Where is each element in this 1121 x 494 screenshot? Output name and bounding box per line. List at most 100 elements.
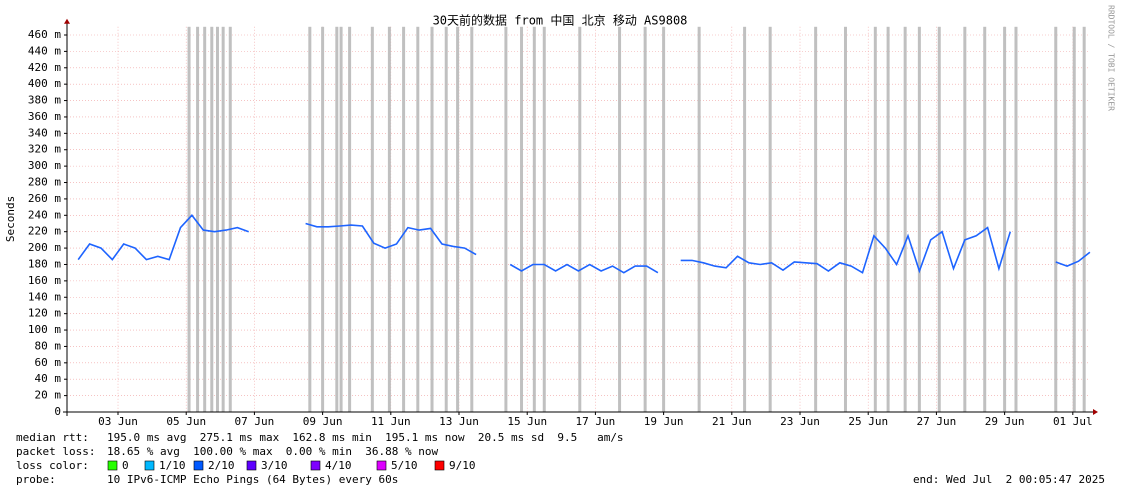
stat-label: median rtt: <box>16 431 89 444</box>
legend-label: 1/10 <box>159 459 186 472</box>
y-tick-label: 460 m <box>28 28 61 41</box>
legend-label: 0 <box>122 459 129 472</box>
loss-spike <box>697 26 701 413</box>
loss-spike <box>339 26 343 413</box>
legend-swatch <box>193 460 204 471</box>
y-tick-label: 220 m <box>28 225 61 238</box>
loss-spike <box>662 26 666 413</box>
loss-spike <box>1082 26 1086 413</box>
y-tick-label: 280 m <box>28 176 61 189</box>
chart-title: 30天前的数据 from 中国 北京 移动 AS9808 <box>433 13 688 28</box>
legend-swatch <box>434 460 445 471</box>
stat-text: 18.65 % avg 100.00 % max 0.00 % min 36.8… <box>107 445 439 458</box>
loss-spike <box>937 26 941 413</box>
loss-spike <box>321 26 325 413</box>
loss-spike <box>578 26 582 413</box>
loss-spike <box>387 26 391 413</box>
plot-area <box>63 18 1098 416</box>
loss-spike <box>504 26 508 413</box>
y-tick-label: 200 m <box>28 241 61 254</box>
y-tick-label: 300 m <box>28 159 61 172</box>
loss-spike <box>618 26 622 413</box>
y-tick-label: 140 m <box>28 290 61 303</box>
loss-spike <box>873 26 877 413</box>
y-tick-label: 80 m <box>35 339 62 352</box>
y-tick-label: 60 m <box>35 356 62 369</box>
legend-label: 2/10 <box>208 459 235 472</box>
x-tick-label: 09 Jun <box>303 415 343 428</box>
y-tick-label: 100 m <box>28 323 61 336</box>
median-line <box>77 214 1091 274</box>
x-tick-label: 19 Jun <box>644 415 684 428</box>
stat-text: 195.0 ms avg 275.1 ms max 162.8 ms min 1… <box>107 431 624 444</box>
loss-spike <box>196 26 200 413</box>
loss-spike <box>203 26 207 413</box>
x-tick-label: 23 Jun <box>780 415 820 428</box>
probe-text: 10 IPv6-ICMP Echo Pings (64 Bytes) every… <box>107 473 398 486</box>
loss-spike <box>370 26 374 413</box>
loss-spike <box>1003 26 1007 413</box>
loss-spike <box>532 26 536 413</box>
loss-spike <box>903 26 907 413</box>
loss-spike <box>542 26 546 413</box>
legend-label: 9/10 <box>449 459 476 472</box>
legend-swatch <box>376 460 387 471</box>
loss-spike <box>402 26 406 413</box>
loss-spike <box>983 26 987 413</box>
y-tick-label: 20 m <box>35 389 62 402</box>
y-tick-label: 320 m <box>28 143 61 156</box>
legend-swatch <box>310 460 321 471</box>
x-tick-label: 11 Jun <box>371 415 411 428</box>
y-tick-label: 360 m <box>28 110 61 123</box>
y-tick-label: 160 m <box>28 274 61 287</box>
y-axis-label: Seconds <box>4 196 17 242</box>
x-tick-label: 27 Jun <box>917 415 957 428</box>
x-tick-label: 25 Jun <box>848 415 888 428</box>
loss-spike <box>456 26 460 413</box>
x-tick-label: 05 Jun <box>166 415 206 428</box>
y-tick-label: 120 m <box>28 307 61 320</box>
y-tick-label: 40 m <box>35 372 62 385</box>
probe-label: probe: <box>16 473 56 486</box>
x-tick-label: 01 Jul <box>1053 415 1093 428</box>
x-tick-label: 07 Jun <box>235 415 275 428</box>
loss-spike <box>430 26 434 413</box>
loss-spike <box>215 26 219 413</box>
legend-label: 4/10 <box>325 459 352 472</box>
loss-spike <box>814 26 818 413</box>
loss-spike <box>210 26 214 413</box>
loss-spike <box>308 26 312 413</box>
y-tick-label: 180 m <box>28 257 61 270</box>
legend-swatch <box>144 460 155 471</box>
loss-legend-label: loss color: <box>16 459 89 472</box>
watermark: RRDTOOL / TOBI OETIKER <box>1107 5 1116 111</box>
y-tick-label: 340 m <box>28 126 61 139</box>
x-tick-label: 21 Jun <box>712 415 752 428</box>
loss-spike <box>1072 26 1076 413</box>
y-tick-label: 0 <box>54 405 61 418</box>
x-tick-label: 03 Jun <box>98 415 138 428</box>
loss-spike <box>520 26 524 413</box>
x-tick-label: 15 Jun <box>507 415 547 428</box>
end-time: end: Wed Jul 2 00:05:47 2025 <box>913 473 1105 486</box>
y-tick-label: 240 m <box>28 208 61 221</box>
loss-spike <box>416 26 420 413</box>
loss-spike <box>917 26 921 413</box>
y-tick-label: 420 m <box>28 61 61 74</box>
loss-spike <box>743 26 747 413</box>
loss-spike <box>444 26 448 413</box>
loss-spike <box>768 26 772 413</box>
legend-swatch <box>246 460 257 471</box>
y-tick-label: 380 m <box>28 94 61 107</box>
loss-spike <box>221 26 225 413</box>
legend-swatch <box>107 460 118 471</box>
loss-spike <box>470 26 474 413</box>
x-tick-label: 29 Jun <box>985 415 1025 428</box>
legend-label: 3/10 <box>261 459 288 472</box>
loss-spike <box>963 26 967 413</box>
loss-spike <box>1014 26 1018 413</box>
loss-spike <box>1054 26 1058 413</box>
loss-spike <box>843 26 847 413</box>
loss-spike <box>643 26 647 413</box>
